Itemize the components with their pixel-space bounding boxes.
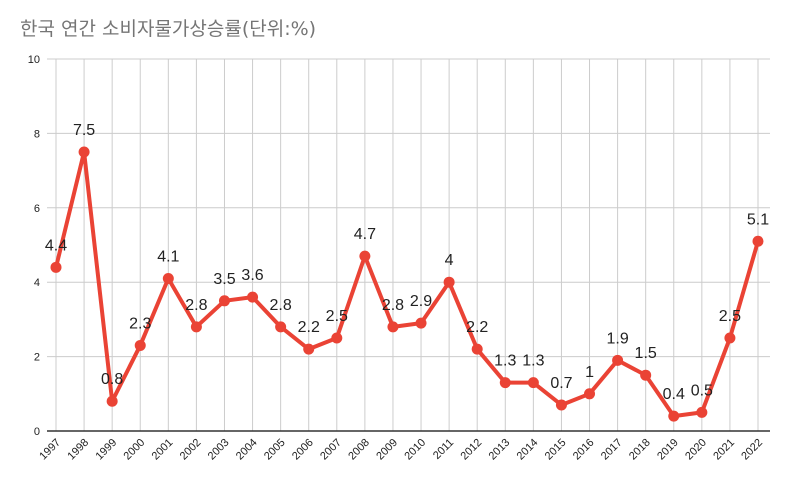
x-tick-label: 2001 <box>150 437 176 463</box>
x-tick-label: 1999 <box>93 437 119 463</box>
data-label: 0.4 <box>663 386 685 403</box>
data-label: 1.9 <box>606 330 628 347</box>
x-tick-label: 2003 <box>206 437 232 463</box>
data-point <box>499 377 511 389</box>
data-label: 2.5 <box>326 308 348 325</box>
y-tick-label: 2 <box>34 352 40 364</box>
data-label: 1.3 <box>494 353 516 370</box>
x-tick-label: 1997 <box>37 437 63 463</box>
y-tick-label: 4 <box>34 277 40 289</box>
y-tick-label: 10 <box>28 54 40 66</box>
data-point <box>527 377 539 389</box>
data-label: 3.5 <box>213 271 235 288</box>
data-label: 5.1 <box>747 211 769 228</box>
x-tick-label: 1998 <box>65 437 91 463</box>
data-label: 2.8 <box>270 297 292 314</box>
data-label: 2.8 <box>185 297 207 314</box>
x-tick-label: 2002 <box>178 437 204 463</box>
data-label: 0.8 <box>101 371 123 388</box>
data-label: 7.5 <box>73 122 95 139</box>
x-tick-label: 2012 <box>459 437 485 463</box>
chart-title: 한국 연간 소비자물가상승률(단위:%) <box>20 18 317 40</box>
x-tick-label: 2004 <box>234 437 260 463</box>
x-tick-label: 2016 <box>571 437 597 463</box>
data-point <box>303 343 315 355</box>
data-point <box>331 332 343 344</box>
data-label: 2.9 <box>410 293 432 310</box>
data-label: 4 <box>445 252 454 269</box>
data-label: 2.8 <box>382 297 404 314</box>
data-point <box>696 406 708 418</box>
data-point <box>752 235 764 247</box>
x-tick-label: 2007 <box>318 437 344 463</box>
data-label: 3.6 <box>241 267 263 284</box>
data-point <box>415 317 427 329</box>
y-tick-label: 6 <box>34 203 40 215</box>
data-point <box>78 146 90 158</box>
data-label: 2.2 <box>466 319 488 336</box>
data-point <box>612 354 624 366</box>
data-label: 0.5 <box>691 382 713 399</box>
x-tick-label: 2022 <box>739 437 765 463</box>
data-point <box>584 388 596 400</box>
x-tick-label: 2014 <box>515 437 541 463</box>
y-tick-label: 0 <box>34 426 40 438</box>
data-point <box>190 321 202 333</box>
data-point <box>724 332 736 344</box>
data-point <box>359 250 371 262</box>
data-point <box>162 272 174 284</box>
data-label: 2.2 <box>298 319 320 336</box>
data-label: 4.1 <box>157 248 179 265</box>
x-tick-label: 2006 <box>290 437 316 463</box>
data-point <box>50 261 62 273</box>
x-tick-label: 2009 <box>374 437 400 463</box>
x-tick-label: 2000 <box>122 437 148 463</box>
data-label: 4.4 <box>45 237 67 254</box>
data-point <box>106 395 118 407</box>
x-tick-label: 2015 <box>543 437 569 463</box>
x-tick-label: 2008 <box>346 437 372 463</box>
y-tick-label: 8 <box>34 128 40 140</box>
x-tick-label: 2017 <box>599 437 625 463</box>
data-label: 2.5 <box>719 308 741 325</box>
x-tick-label: 2011 <box>431 437 456 462</box>
series-line <box>54 150 760 419</box>
data-point <box>275 321 287 333</box>
x-tick-label: 2021 <box>711 437 737 463</box>
data-label: 1.5 <box>635 345 657 362</box>
data-point <box>387 321 399 333</box>
data-point <box>134 339 146 351</box>
x-tick-label: 2018 <box>627 437 653 463</box>
x-tick-label: 2005 <box>262 437 288 463</box>
data-point <box>218 295 230 307</box>
data-label: 2.3 <box>129 315 151 332</box>
data-point <box>247 291 259 303</box>
data-point <box>640 369 652 381</box>
x-tick-label: 2020 <box>683 437 709 463</box>
data-point <box>668 410 680 422</box>
data-label: 0.7 <box>550 375 572 392</box>
x-tick-label: 2013 <box>487 437 513 463</box>
data-point <box>555 399 567 411</box>
data-point <box>443 276 455 288</box>
data-label: 4.7 <box>354 226 376 243</box>
data-label: 1 <box>585 364 594 381</box>
x-tick-label: 2010 <box>402 437 428 463</box>
data-point <box>471 343 483 355</box>
x-tick-label: 2019 <box>655 437 681 463</box>
data-label: 1.3 <box>522 353 544 370</box>
